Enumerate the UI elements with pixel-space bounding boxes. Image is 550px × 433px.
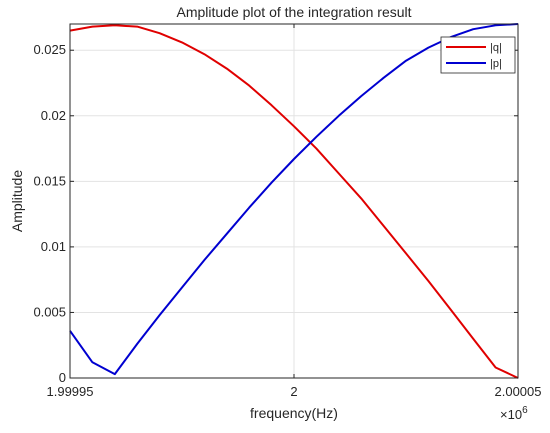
x-axis-exponent: ×106 (500, 405, 528, 422)
chart-title: Amplitude plot of the integration result (176, 4, 411, 20)
x-tick-label: 2.00005 (495, 384, 542, 399)
x-exponent-base: ×10 (500, 407, 522, 422)
axis-ticks: 1.99995 2 2.00005 0 0.005 0.01 0.015 0.02 0.025 (33, 24, 542, 399)
legend-label: |p| (490, 58, 502, 70)
x-tick-label: 1.99995 (47, 384, 94, 399)
y-tick-label: 0 (59, 370, 66, 385)
y-tick-label: 0.02 (41, 108, 66, 123)
x-axis-label: frequency(Hz) (250, 405, 338, 421)
legend-box (440, 36, 516, 74)
legend: |q| |p| (440, 36, 516, 74)
legend-label: |q| (490, 42, 502, 54)
x-tick-label: 2 (290, 384, 297, 399)
series-line-q (69, 24, 519, 379)
y-axis-label: Amplitude (9, 170, 25, 232)
x-exponent-power: 6 (522, 405, 528, 416)
y-tick-label: 0.025 (33, 42, 66, 57)
y-tick-label: 0.01 (41, 239, 66, 254)
y-tick-label: 0.015 (33, 173, 66, 188)
y-tick-label: 0.005 (33, 304, 66, 319)
